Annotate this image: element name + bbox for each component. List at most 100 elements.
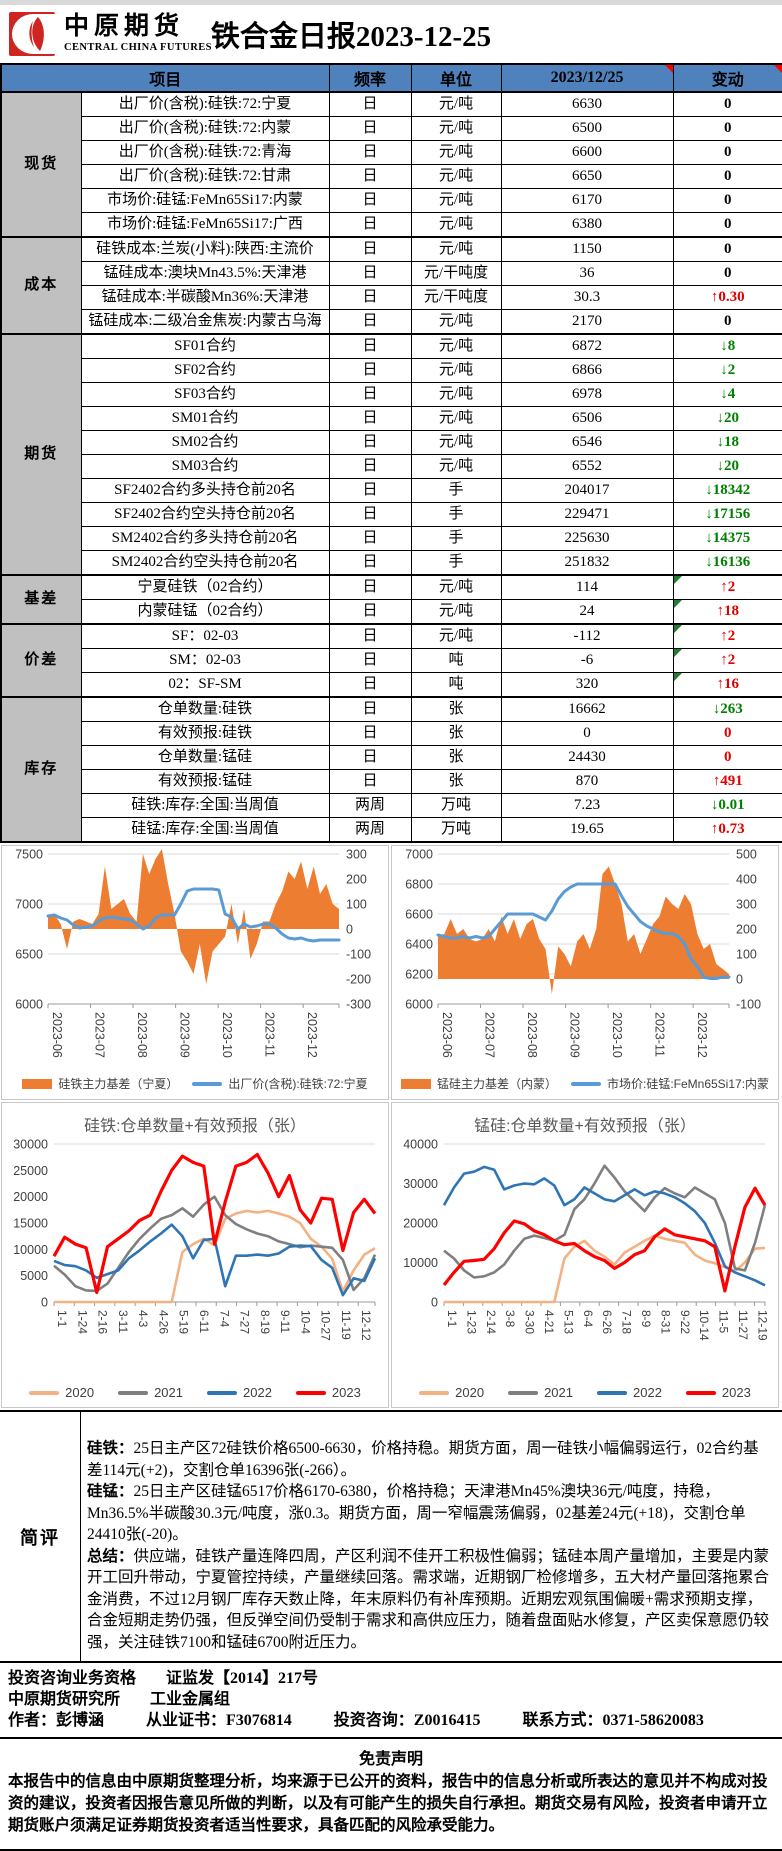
down-arrow-icon: ↓20 (716, 458, 740, 474)
frequency-cell: 日 (328, 164, 412, 189)
frequency-cell: 两周 (328, 817, 412, 843)
unit-cell: 元/吨 (410, 358, 502, 383)
item-cell: 锰硅成本:半碳酸Mn36%:天津港 (80, 285, 330, 310)
svg-text:0: 0 (41, 1296, 48, 1310)
change-cell: ↓4 (672, 382, 782, 407)
svg-text:10-27: 10-27 (319, 1310, 333, 1341)
svg-text:0: 0 (346, 923, 353, 937)
frequency-cell: 日 (328, 91, 412, 117)
frequency-cell: 日 (328, 526, 412, 551)
unit-cell: 元/吨 (410, 188, 502, 213)
item-cell: 出厂价(含税):硅铁:72:内蒙 (80, 116, 330, 141)
svg-text:200: 200 (346, 873, 367, 887)
frequency-cell: 日 (328, 769, 412, 794)
table-row: 硅锰:库存:全国:当周值 两周 万吨 19.65 ↑0.73 (1, 817, 782, 843)
legend-item: 2022 (597, 1385, 662, 1400)
comment-lead: 硅铁： (87, 1440, 134, 1457)
sf-basis-plot: 6000 6500 7000 7500 -300 -200 -100 0 100 200 300 20… (15, 848, 371, 1058)
legend-label: 2023 (331, 1385, 361, 1400)
legend-swatch (685, 1390, 716, 1395)
change-cell: ↓14375 (672, 526, 782, 551)
svg-text:8-19: 8-19 (258, 1310, 272, 1334)
value-cell: 320 (500, 672, 674, 698)
table-row: 现货 出厂价(含税):硅铁:72:宁夏日元/吨 6630 0 (0, 91, 782, 238)
table-body: 现货 出厂价(含税):硅铁:72:宁夏日元/吨 6630 0 出厂价(含税):硅铁:72… (0, 91, 782, 843)
table-row: SM2402合约空头持仓前20名日手 251832 ↓16136 (1, 550, 782, 576)
frequency-cell: 日 (328, 454, 412, 479)
change-cell: 0 (672, 212, 782, 238)
author-name: 作者：彭博涵 (8, 1712, 105, 1729)
table-row: SM2402合约多头持仓前20名日手 225630 ↓14375 (1, 526, 782, 551)
unit-cell: 手 (410, 478, 502, 503)
svg-text:2-16: 2-16 (96, 1310, 110, 1334)
svg-text:2023-07: 2023-07 (93, 1012, 107, 1058)
value-cell: 251832 (500, 550, 674, 576)
svg-text:15000: 15000 (13, 1217, 48, 1231)
svg-text:2023-12: 2023-12 (305, 1012, 319, 1058)
frequency-cell: 日 (328, 236, 412, 262)
unit-cell: 元/吨 (410, 164, 502, 189)
svg-text:10000: 10000 (13, 1243, 48, 1257)
change-cell: ↑491 (672, 769, 782, 794)
frequency-cell: 日 (328, 309, 412, 335)
unit-cell: 元/吨 (410, 599, 502, 625)
change-cell: 0 (672, 188, 782, 213)
svg-text:3-8: 3-8 (503, 1310, 517, 1328)
svg-text:5-19: 5-19 (177, 1310, 191, 1334)
chart-legend: 锰硅主力基差（内蒙） 市场价:硅锰:FeMn65Si17:内蒙 (392, 1075, 778, 1099)
logo-text: 中原期货 CENTRAL CHINA FUTURES (64, 14, 212, 54)
svg-text:30000: 30000 (13, 1138, 48, 1152)
no-change: 0 (724, 241, 732, 257)
value-cell: 204017 (500, 478, 674, 503)
down-arrow-icon: ↓18 (716, 434, 740, 450)
svg-text:12-19: 12-19 (755, 1310, 769, 1341)
item-cell: 有效预报:硅铁 (80, 721, 330, 746)
frequency-cell: 日 (328, 261, 412, 286)
item-cell: SM2402合约多头持仓前20名 (80, 526, 330, 551)
value-cell: 229471 (500, 502, 674, 527)
frequency-cell: 日 (328, 502, 412, 527)
item-cell: SF：02-03 (80, 623, 330, 649)
sm-basis-plot: 6000 6200 6400 6600 6800 7000 -100 0 100 200 300 40… (405, 848, 761, 1058)
svg-text:8-31: 8-31 (658, 1310, 672, 1334)
unit-cell: 万吨 (410, 817, 502, 843)
svg-text:100: 100 (346, 898, 367, 912)
legend-label: 2020 (65, 1385, 95, 1400)
svg-text:1-24: 1-24 (75, 1310, 89, 1334)
item-cell: SF01合约 (80, 333, 330, 359)
legend-swatch (508, 1390, 539, 1395)
change-cell: ↓18 (672, 430, 782, 455)
charts-section: 6000 6500 7000 7500 -300 -200 -100 0 100 200 300 20… (0, 843, 782, 1410)
page-title: 铁合金日报2023-12-25 (210, 21, 492, 53)
item-cell: SF2402合约多头持仓前20名 (80, 478, 330, 503)
table-row: 市场价:硅锰:FeMn65Si17:内蒙日元/吨 6170 0 (1, 188, 782, 213)
value-cell: 6380 (500, 212, 674, 238)
legend-label: 2021 (154, 1385, 183, 1400)
svg-text:-300: -300 (346, 998, 371, 1012)
table-header-row: 项目 频率 单位 2023/12/25 变动 (0, 63, 782, 93)
value-cell: 7.23 (500, 793, 674, 818)
down-arrow-icon: ↓20 (716, 410, 740, 426)
flag-triangle-icon (674, 600, 682, 608)
chart-title: 锰硅:仓单数量+有效预报（张） (474, 1118, 696, 1135)
svg-text:-100: -100 (346, 948, 371, 962)
comment-paragraph: 硅铁：25日主产区72硅铁价格6500-6630，价格持稳。期货方面，周一硅铁小… (87, 1438, 774, 1481)
svg-text:200: 200 (736, 923, 757, 937)
comment-paragraph: 硅锰：25日主产区硅锰6517价格6170-6380，价格持稳；天津港Mn45%… (87, 1481, 774, 1546)
legend-item: 2021 (508, 1385, 573, 1400)
group-cell: 成本 (0, 236, 82, 335)
svg-text:7000: 7000 (405, 848, 433, 862)
svg-text:0: 0 (736, 973, 743, 987)
table-row: SM02合约日元/吨 6546 ↓18 (1, 430, 782, 455)
flag-triangle-icon (674, 576, 682, 584)
group-cell: 现货 (0, 91, 82, 238)
unit-cell: 手 (410, 550, 502, 576)
up-arrow-icon: ↑491 (712, 773, 743, 789)
svg-text:40000: 40000 (403, 1138, 438, 1152)
sm-basis-chart: 6000 6200 6400 6600 6800 7000 -100 0 100 200 300 40… (391, 845, 779, 1100)
change-cell: 0 (672, 309, 782, 335)
item-cell: 内蒙硅锰（02合约） (80, 599, 330, 625)
legend-label: 锰硅主力基差（内蒙） (436, 1077, 557, 1091)
svg-text:1-23: 1-23 (464, 1310, 478, 1334)
value-cell: 6872 (500, 333, 674, 359)
